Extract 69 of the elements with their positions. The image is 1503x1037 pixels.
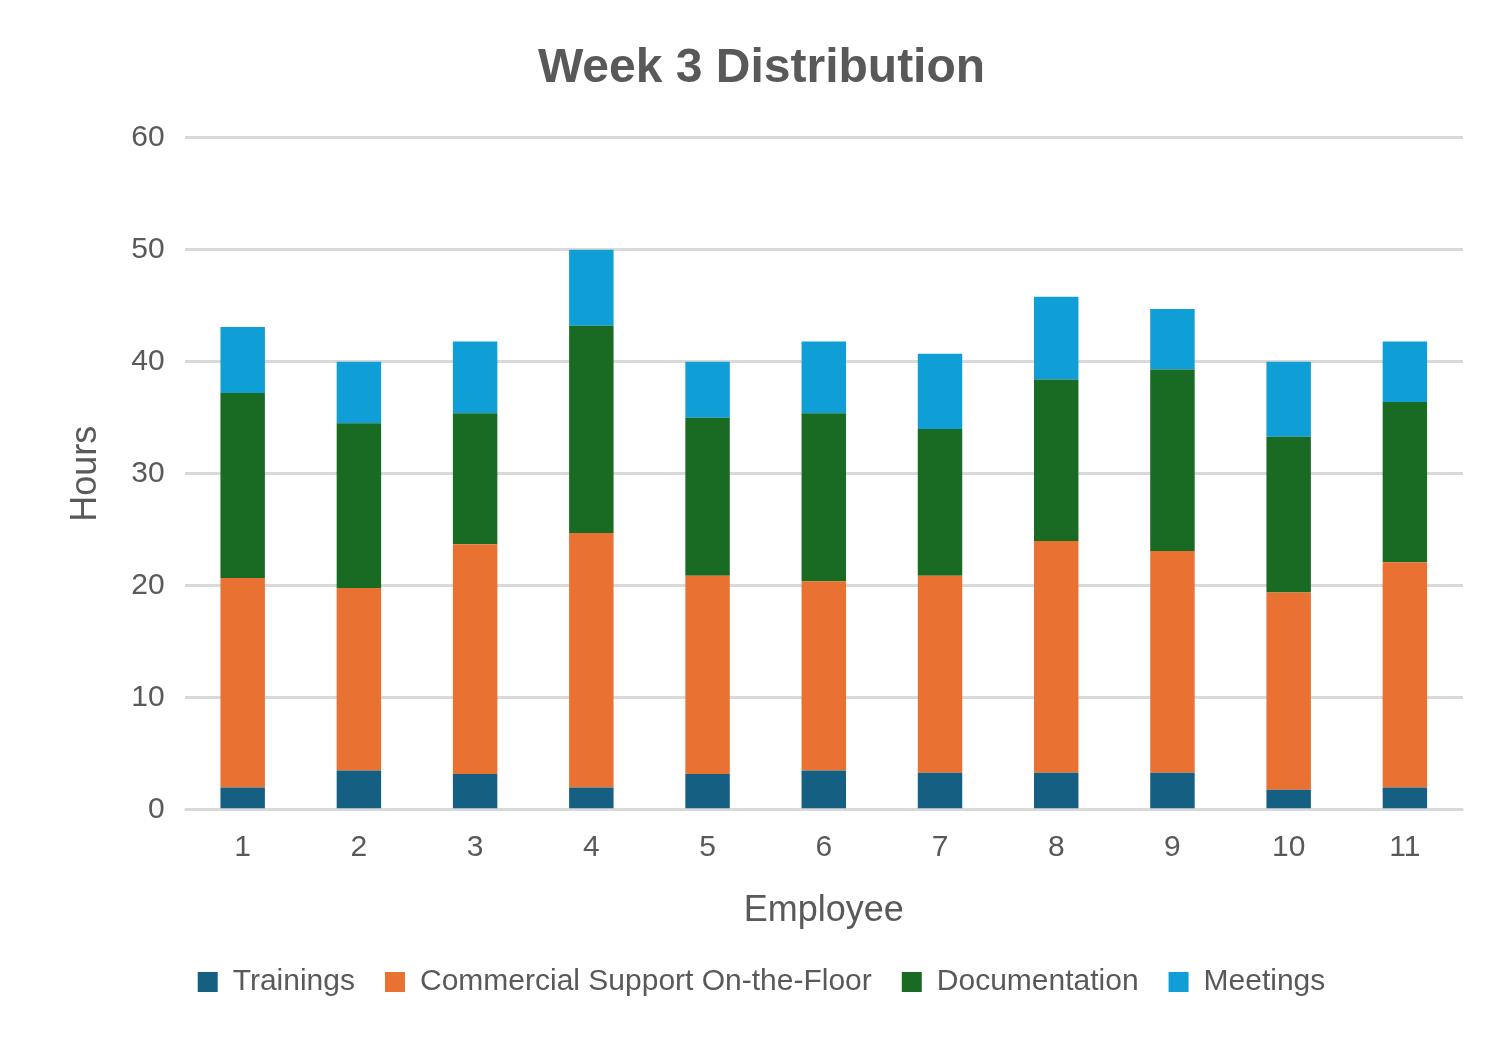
bar	[1266, 436, 1311, 593]
bar	[801, 770, 847, 809]
legend-label: Meetings	[1203, 963, 1326, 997]
bar	[685, 773, 730, 809]
bar	[1034, 772, 1079, 809]
bar	[220, 577, 265, 788]
bar	[569, 325, 614, 534]
bar	[569, 787, 614, 809]
bar	[569, 533, 614, 788]
x-tick-label: 7	[931, 829, 949, 863]
y-tick-label: 30	[131, 454, 165, 488]
bar	[801, 341, 847, 414]
bar	[1382, 341, 1428, 402]
y-tick-label: 20	[131, 567, 165, 600]
bar	[917, 353, 963, 429]
bar	[452, 773, 498, 809]
bar	[220, 326, 265, 394]
bar	[220, 787, 265, 809]
y-axis-title: Hours	[62, 425, 104, 522]
x-tick-label: 5	[699, 829, 716, 863]
bar	[336, 587, 382, 771]
bar	[452, 544, 498, 774]
x-tick-label: 3	[466, 829, 484, 863]
legend-label: Commercial Support On-the-Floor	[419, 963, 872, 997]
bar	[1266, 592, 1311, 790]
x-tick-label: 10	[1271, 829, 1306, 863]
legend-label: Trainings	[232, 963, 355, 997]
chart-title: Week 3 Distribution	[537, 39, 986, 93]
bar	[1382, 787, 1428, 809]
bar	[452, 341, 498, 414]
bar	[1150, 309, 1195, 370]
x-tick-label: 6	[815, 829, 833, 863]
bar	[1150, 369, 1195, 551]
y-tick-label: 50	[131, 230, 165, 264]
bar	[917, 575, 963, 773]
bar	[1150, 551, 1195, 773]
bar	[336, 361, 382, 424]
x-tick-label: 9	[1164, 829, 1181, 863]
x-tick-label: 11	[1389, 829, 1421, 863]
y-tick-label: 40	[131, 342, 165, 376]
bar	[1150, 772, 1195, 809]
y-tick-label: 60	[131, 118, 165, 152]
bar	[917, 772, 963, 809]
y-tick-label: 0	[147, 791, 165, 825]
x-tick-label: 4	[583, 829, 600, 863]
bar	[1034, 540, 1079, 773]
x-axis-title: Employee	[743, 888, 904, 930]
bar	[685, 575, 730, 774]
bar	[1266, 361, 1311, 437]
bar	[336, 423, 382, 588]
y-tick-label: 10	[131, 679, 165, 713]
bar	[917, 428, 963, 576]
bar	[569, 249, 614, 326]
bar	[801, 413, 847, 582]
bar	[1382, 402, 1428, 563]
bar	[801, 581, 847, 771]
bar	[1034, 296, 1079, 380]
x-tick-label: 1	[234, 829, 252, 863]
bar	[1382, 562, 1428, 788]
bar	[220, 393, 265, 578]
bar	[336, 770, 382, 809]
legend-label: Documentation	[936, 963, 1139, 997]
bar	[1034, 379, 1079, 541]
bar	[685, 417, 730, 576]
x-tick-label: 2	[350, 829, 368, 863]
x-tick-label: 8	[1047, 829, 1065, 863]
bar	[1266, 789, 1311, 809]
bar	[452, 413, 498, 545]
bar	[685, 361, 730, 418]
